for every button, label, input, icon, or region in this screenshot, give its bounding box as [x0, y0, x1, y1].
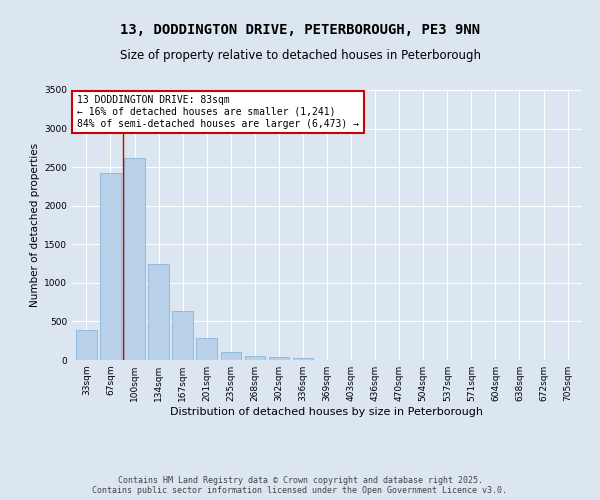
Bar — [172, 310, 193, 360]
X-axis label: Distribution of detached houses by size in Peterborough: Distribution of detached houses by size … — [170, 407, 484, 417]
Bar — [269, 357, 289, 360]
Text: 13 DODDINGTON DRIVE: 83sqm
← 16% of detached houses are smaller (1,241)
84% of s: 13 DODDINGTON DRIVE: 83sqm ← 16% of deta… — [77, 96, 359, 128]
Bar — [76, 330, 97, 360]
Bar — [148, 264, 169, 360]
Bar — [124, 158, 145, 360]
Text: Contains HM Land Registry data © Crown copyright and database right 2025.
Contai: Contains HM Land Registry data © Crown c… — [92, 476, 508, 495]
Bar — [293, 358, 313, 360]
Bar — [196, 338, 217, 360]
Text: Size of property relative to detached houses in Peterborough: Size of property relative to detached ho… — [119, 48, 481, 62]
Bar — [245, 356, 265, 360]
Text: 13, DODDINGTON DRIVE, PETERBOROUGH, PE3 9NN: 13, DODDINGTON DRIVE, PETERBOROUGH, PE3 … — [120, 23, 480, 37]
Bar — [221, 352, 241, 360]
Y-axis label: Number of detached properties: Number of detached properties — [30, 143, 40, 307]
Bar — [100, 174, 121, 360]
